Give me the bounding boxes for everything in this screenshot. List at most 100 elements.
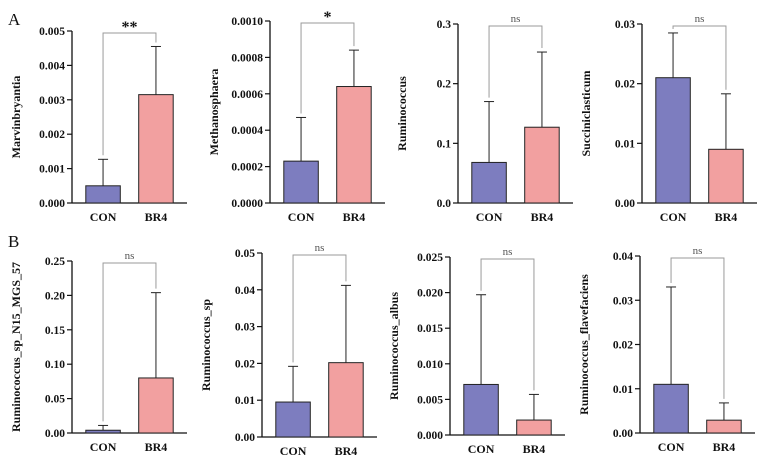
- subplot-3: 0.0 0.1 0.2 0.3 Ruminococcus CON BR4 ns: [395, 13, 573, 224]
- bar-con: [283, 160, 319, 204]
- category-label: CON: [658, 440, 685, 454]
- significance-bracket: [488, 25, 543, 98]
- significance-label: ns: [695, 13, 705, 25]
- y-tick-label: 0.0000: [231, 198, 263, 210]
- y-tick-label: 0.0010: [231, 16, 263, 28]
- significance-label: ns: [511, 13, 521, 25]
- y-tick-label: 0.00: [613, 428, 633, 440]
- bar-br4: [706, 419, 742, 434]
- category-label: BR4: [715, 210, 738, 224]
- significance-bracket: [102, 32, 157, 156]
- y-tick-label: 0.01: [613, 384, 633, 396]
- y-tick-label: 0.03: [615, 19, 635, 31]
- subplot-2: 0.0000 0.0002 0.0004 0.0006 0.0008 0.0010 Meth…: [207, 9, 385, 224]
- y-tick-label: 0.0004: [231, 125, 263, 137]
- bar-br4: [524, 126, 560, 204]
- y-tick-label: 0.05: [45, 394, 65, 406]
- y-tick-label: 0.0008: [231, 52, 263, 64]
- y-tick-label: 0.10: [45, 359, 65, 371]
- y-axis-title: Ruminococcus_sp_N15_MGS_57: [9, 262, 23, 432]
- y-tick-label: 0.010: [417, 359, 443, 371]
- subplot-1: 0.000 0.001 0.002 0.003 0.004 0.005 Marvinbrya…: [9, 19, 187, 224]
- y-tick-label: 0.03: [235, 322, 255, 334]
- significance-bracket: [300, 22, 355, 114]
- significance-label: ns: [315, 242, 325, 254]
- subplot-7: 0.000 0.005 0.010 0.015 0.020 0.025 Ruminococc…: [387, 246, 565, 456]
- category-label: CON: [660, 210, 687, 224]
- category-label: CON: [476, 210, 503, 224]
- y-tick-label: 0.002: [39, 129, 65, 141]
- bar-con: [655, 77, 691, 204]
- y-tick-label: 0.020: [417, 288, 443, 300]
- significance-label: *: [324, 9, 332, 26]
- y-tick-label: 0.2: [437, 79, 452, 91]
- category-label: BR4: [531, 210, 554, 224]
- y-tick-label: 0.015: [417, 323, 443, 335]
- y-tick-label: 0.04: [235, 285, 255, 297]
- category-label: BR4: [335, 444, 358, 458]
- y-tick-label: 0.3: [437, 19, 452, 31]
- bar-br4: [138, 377, 174, 434]
- category-label: BR4: [523, 442, 546, 456]
- y-tick-label: 0.1: [437, 138, 452, 150]
- significance-bracket: [102, 262, 157, 422]
- category-label: CON: [90, 440, 117, 454]
- category-label: CON: [468, 442, 495, 456]
- significance-label: ns: [125, 250, 135, 262]
- y-tick-label: 0.0006: [231, 89, 263, 101]
- category-label: BR4: [145, 440, 168, 454]
- significance-bracket: [480, 258, 535, 391]
- bar-br4: [516, 419, 552, 436]
- y-tick-label: 0.00: [45, 428, 65, 440]
- panel-label-b: B: [8, 232, 20, 251]
- y-axis-title: Ruminococcus_sp: [199, 299, 213, 391]
- y-tick-label: 0.00: [615, 198, 635, 210]
- y-tick-label: 0.04: [613, 251, 633, 263]
- y-axis-title: Methanosphaera: [207, 69, 221, 156]
- y-tick-label: 0.004: [39, 60, 65, 72]
- bar-con: [275, 401, 311, 438]
- subplot-6: 0.00 0.01 0.02 0.03 0.04 0.05 Ruminococcus_sp C…: [199, 242, 377, 458]
- category-label: CON: [280, 444, 307, 458]
- category-label: CON: [288, 210, 315, 224]
- bar-br4: [336, 86, 372, 204]
- y-tick-label: 0.02: [613, 340, 633, 352]
- y-tick-label: 0.025: [417, 252, 443, 264]
- y-tick-label: 0.20: [45, 290, 65, 302]
- bar-br4: [138, 94, 174, 204]
- bar-con: [653, 383, 689, 434]
- y-tick-label: 0.03: [613, 295, 633, 307]
- y-tick-label: 0.003: [39, 95, 65, 107]
- panel-label-a: A: [8, 10, 21, 29]
- y-tick-label: 0.25: [45, 256, 65, 268]
- y-tick-label: 0.005: [417, 394, 443, 406]
- y-tick-label: 0.00: [235, 432, 255, 444]
- y-tick-label: 0.01: [235, 395, 255, 407]
- bar-br4: [708, 148, 744, 204]
- y-tick-label: 0.01: [615, 138, 635, 150]
- y-axis-title: Ruminococcus_flavefaciens: [577, 274, 591, 415]
- y-axis-title: Ruminococcus: [395, 76, 409, 151]
- significance-bracket: [292, 254, 347, 363]
- subplot-5: 0.00 0.05 0.10 0.15 0.20 0.25 Ruminococcus_sp_…: [9, 250, 187, 454]
- y-tick-label: 0.05: [235, 248, 255, 260]
- significance-label: **: [122, 19, 138, 36]
- y-tick-label: 0.005: [39, 26, 65, 38]
- y-tick-label: 0.000: [417, 430, 443, 442]
- subplot-4: 0.00 0.01 0.02 0.03 Succiniclasticum CON BR4 ns: [579, 13, 757, 224]
- y-axis-title: Marvinbryantia: [9, 76, 23, 159]
- y-tick-label: 0.000: [39, 198, 65, 210]
- bar-con: [471, 161, 507, 204]
- category-label: BR4: [343, 210, 366, 224]
- bar-con: [85, 429, 121, 434]
- y-tick-label: 0.02: [615, 79, 635, 91]
- significance-bracket: [672, 25, 727, 90]
- y-tick-label: 0.02: [235, 358, 255, 370]
- bar-br4: [328, 362, 364, 438]
- category-label: BR4: [145, 210, 168, 224]
- y-tick-label: 0.15: [45, 325, 65, 337]
- category-label: BR4: [713, 440, 736, 454]
- bar-con: [85, 185, 121, 204]
- category-label: CON: [90, 210, 117, 224]
